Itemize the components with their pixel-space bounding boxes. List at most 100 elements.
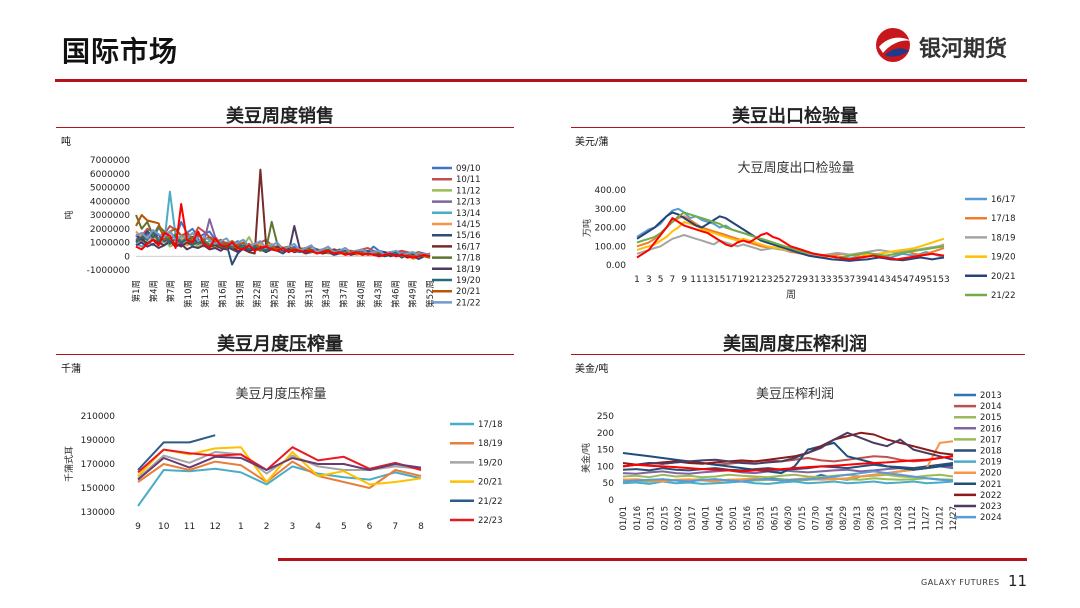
y-tick-label: 3000000	[90, 211, 130, 221]
y-tick-label: 210000	[81, 412, 116, 422]
x-tick-label: 08/29	[839, 506, 849, 531]
page-title: 国际市场	[62, 35, 179, 68]
x-tick-label: 07/30	[812, 506, 822, 531]
x-tick-label: 3	[289, 522, 295, 532]
panel-3-divider	[56, 354, 514, 355]
panel-4-title: 美国周度压榨利润	[723, 334, 867, 355]
panel-2-title: 美豆出口检验量	[732, 106, 858, 127]
x-tick-label: 05/16	[743, 506, 753, 531]
x-tick-label: 5	[658, 275, 664, 285]
x-tick-label: 07/15	[798, 506, 808, 531]
x-tick-label: 第34周	[321, 280, 332, 308]
y-tick-label: 6000000	[90, 170, 130, 180]
x-tick-label: 29	[797, 275, 809, 285]
x-tick-label: 第7周	[166, 280, 177, 302]
panel-1-unit: 吨	[61, 137, 71, 148]
x-tick-label: 49	[915, 275, 927, 285]
x-tick-label: 第52周	[425, 280, 436, 308]
x-tick-label: 12/12	[935, 506, 945, 531]
x-tick-label: 10	[158, 522, 170, 532]
footer-brand: GALAXY FUTURES	[921, 578, 1000, 587]
x-tick-label: 5	[341, 522, 347, 532]
legend-label: 09/10	[456, 164, 481, 174]
series-line-2021	[622, 441, 954, 475]
legend-label: 21/22	[478, 497, 503, 507]
legend-label: 2024	[980, 513, 1002, 523]
legend-label: 2020	[980, 469, 1002, 479]
y-axis-title: 千蒲式耳	[63, 446, 75, 482]
y-tick-label: 400.00	[595, 186, 627, 196]
x-tick-label: 第28周	[287, 280, 298, 308]
legend-label: 19/20	[478, 458, 503, 468]
legend-label: 19/20	[456, 276, 481, 286]
legend-label: 2023	[980, 502, 1002, 512]
y-tick-label: 150000	[81, 484, 116, 494]
header-divider	[55, 79, 1027, 82]
x-tick-label: 4	[315, 522, 321, 532]
x-tick-label: 3	[646, 275, 652, 285]
legend-label: 18/19	[478, 439, 503, 449]
legend-label: 2017	[980, 435, 1002, 445]
panel-2-unit: 美元/蒲	[575, 137, 609, 148]
legend-label: 2014	[980, 402, 1002, 412]
x-tick-label: 2	[264, 522, 270, 532]
legend-label: 19/20	[991, 253, 1016, 263]
legend-label: 17/18	[456, 254, 481, 264]
x-tick-label: 第13周	[200, 280, 211, 308]
chart-title: 美豆月度压榨量	[235, 386, 326, 402]
series-line-21-22	[135, 229, 431, 258]
x-tick-label: 13	[702, 275, 713, 285]
logo-text: 银河期货	[919, 37, 1008, 62]
x-tick-label: 05/31	[757, 506, 767, 531]
x-tick-label: 08/14	[825, 506, 835, 531]
legend-label: 10/11	[456, 175, 481, 185]
series-line-2024	[622, 470, 954, 483]
x-tick-label: 01/31	[647, 506, 657, 531]
x-tick-label: 19	[738, 275, 750, 285]
legend-label: 20/21	[478, 478, 503, 488]
x-tick-label: 01/01	[619, 506, 629, 531]
panel-1-title: 美豆周度销售	[226, 106, 334, 127]
panel-2-divider	[571, 127, 1025, 128]
x-tick-label: 11/12	[908, 506, 918, 531]
x-tick-label: 10/28	[894, 506, 904, 531]
x-tick-label: 09/13	[853, 506, 863, 531]
y-axis-title: 美金/吨	[580, 443, 592, 473]
legend-label: 12/13	[456, 198, 481, 208]
x-tick-label: 02/15	[660, 506, 670, 531]
y-tick-label: 100	[597, 462, 614, 472]
legend-label: 22/23	[478, 516, 503, 526]
x-tick-label: 第4周	[148, 280, 159, 302]
legend-label: 11/12	[456, 186, 481, 196]
x-tick-label: 第49周	[408, 280, 419, 308]
y-tick-label: 0.00	[606, 261, 626, 271]
chart-1: 吨 7000000 6000000 5000000 4000000 3000000 2000…	[63, 156, 481, 308]
x-tick-label: 11	[184, 522, 195, 532]
series-line-unnamed	[636, 217, 945, 261]
panel-3-title: 美豆月度压榨量	[217, 334, 343, 355]
x-tick-label: 11/27	[922, 506, 932, 531]
legend-label: 2013	[980, 391, 1002, 401]
x-tick-label: 04/01	[702, 506, 712, 531]
legend-label: 17/18	[478, 420, 503, 430]
x-tick-label: 第46周	[390, 280, 401, 308]
x-tick-label: 9	[681, 275, 687, 285]
y-tick-label: 2000000	[90, 225, 130, 235]
legend-label: 18/19	[456, 265, 481, 275]
series-line-17-18	[137, 465, 422, 507]
series-line-unnamed	[137, 455, 422, 481]
series-line-2019	[622, 480, 954, 485]
x-tick-label: 10/13	[880, 506, 890, 531]
page-number: 11	[1008, 572, 1028, 590]
x-tick-label: 第31周	[304, 280, 315, 308]
y-tick-label: 300.00	[595, 205, 627, 215]
series-line-21-22	[636, 211, 945, 259]
legend-label: 16/17	[456, 242, 481, 252]
x-tick-label: 09/28	[867, 506, 877, 531]
x-tick-label: 11	[690, 275, 701, 285]
y-tick-label: 100.00	[595, 242, 627, 252]
x-tick-label: 23	[761, 275, 772, 285]
legend-label: 21/22	[991, 291, 1016, 301]
